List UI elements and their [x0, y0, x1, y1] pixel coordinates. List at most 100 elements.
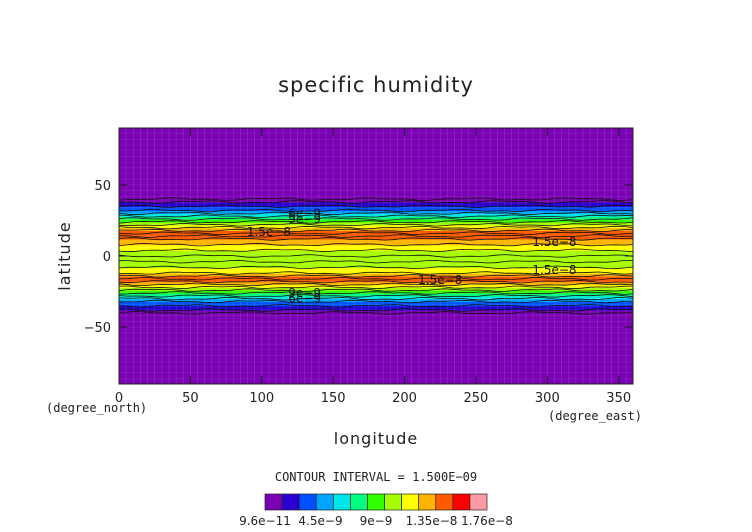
- colorbar-swatch: [469, 493, 488, 511]
- x-tick-label: 150: [321, 391, 346, 406]
- contour-label: 9e−9: [288, 212, 321, 226]
- contour-band: [119, 230, 633, 234]
- colorbar-swatch: [452, 493, 471, 511]
- colorbar-swatch: [401, 493, 420, 511]
- contour-band: [119, 301, 633, 307]
- contour-band: [119, 227, 633, 231]
- contour-band: [119, 250, 633, 257]
- x-tick-label: 250: [464, 391, 489, 406]
- chart-title: specific humidity: [278, 73, 474, 97]
- colorbar-label: 1.35e−8: [406, 514, 458, 528]
- contour-label: 1.5e−8: [532, 263, 576, 277]
- colorbar-label: 9.6e−11: [239, 514, 291, 528]
- contour-band: [119, 244, 633, 251]
- x-axis-label: longitude: [334, 429, 418, 448]
- contour-line: [119, 285, 633, 290]
- contour-line: [119, 259, 633, 264]
- colorbar-label: 4.5e−9: [298, 514, 342, 528]
- contour-band: [119, 298, 633, 303]
- colorbar-swatch: [298, 493, 317, 511]
- contour-line: [119, 208, 633, 213]
- y-axis-label: latitude: [55, 221, 74, 290]
- contour-line: [119, 303, 633, 308]
- contour-line: [119, 296, 633, 301]
- contour-band: [119, 210, 633, 214]
- colorbar-swatch: [384, 493, 402, 511]
- plot-area: [119, 128, 633, 384]
- contour-label: 6e−9: [288, 292, 321, 306]
- contour-line: [119, 234, 633, 238]
- contour-label: 6e−9: [288, 206, 321, 220]
- contour-band: [119, 312, 633, 342]
- contour-line: [119, 211, 633, 216]
- contour-line: [119, 282, 633, 287]
- contour-band: [119, 310, 633, 314]
- colorbar-swatch: [281, 493, 300, 511]
- x-tick-label: 100: [249, 391, 274, 406]
- contour-line: [119, 279, 633, 284]
- contour-line: [119, 265, 633, 270]
- contour-band: [119, 292, 633, 297]
- contour-line: [119, 231, 633, 236]
- contour-label: 1.5e−8: [532, 235, 576, 249]
- contour-band: [119, 233, 633, 237]
- x-tick-label: 50: [182, 391, 199, 406]
- colorbar-label: 9e−9: [360, 514, 393, 528]
- contour-line: [119, 204, 633, 209]
- contour-line: [119, 197, 633, 201]
- contour-line: [119, 217, 633, 221]
- contour-band: [119, 199, 633, 203]
- contour-line: [119, 220, 633, 224]
- contour-band: [119, 224, 633, 229]
- y-tick-label: 50: [94, 179, 111, 194]
- contour-line: [119, 248, 633, 253]
- colorbar-swatch: [264, 493, 283, 511]
- contour-band: [119, 201, 633, 207]
- contour-band: [119, 216, 633, 220]
- x-tick-label: 350: [606, 391, 631, 406]
- contour-line: [119, 311, 633, 315]
- contour-line: [119, 237, 633, 241]
- contour-label: 9e−9: [288, 286, 321, 300]
- colorbar-swatch: [435, 493, 454, 511]
- contour-band: [119, 267, 633, 274]
- colorbar-swatch: [350, 493, 368, 511]
- contour-line: [119, 276, 633, 281]
- colorbar-swatch: [332, 493, 351, 511]
- contour-band: [119, 305, 633, 311]
- contour-line: [119, 294, 633, 298]
- colorbar-swatch: [367, 493, 385, 511]
- contour-band: [119, 213, 633, 217]
- contour-band: [119, 170, 633, 200]
- colorbar-swatch: [418, 493, 437, 511]
- y-unit-label: (degree_north): [46, 401, 147, 415]
- contour-line: [119, 308, 633, 312]
- contour-band: [119, 261, 633, 268]
- contour-band: [119, 275, 633, 280]
- contour-band: [119, 206, 633, 212]
- contour-line: [119, 200, 633, 204]
- contour-line: [119, 214, 633, 218]
- contour-label: 1.5e−8: [418, 273, 462, 287]
- contour-line: [119, 242, 633, 247]
- contour-line: [119, 271, 633, 275]
- contour-line: [119, 291, 633, 295]
- colorbar-swatch: [315, 493, 334, 511]
- x-tick-label: 300: [535, 391, 560, 406]
- contour-band: [119, 256, 633, 263]
- contour-band: [119, 238, 633, 246]
- contour-band: [119, 281, 633, 286]
- colorbar-label: 1.76e−8: [461, 514, 513, 528]
- contour-line: [119, 288, 633, 292]
- contour-label: 1.5e−8: [247, 225, 291, 239]
- contour-band: [119, 287, 633, 291]
- contour-band: [119, 284, 633, 288]
- x-unit-label: (degree_east): [548, 409, 642, 423]
- y-tick-label: −50: [84, 321, 111, 336]
- contour-band: [119, 236, 633, 240]
- contour-band: [119, 295, 633, 300]
- contour-interval-text: CONTOUR INTERVAL = 1.500E−09: [275, 470, 477, 484]
- contour-line: [119, 222, 633, 227]
- contour-line: [119, 299, 633, 304]
